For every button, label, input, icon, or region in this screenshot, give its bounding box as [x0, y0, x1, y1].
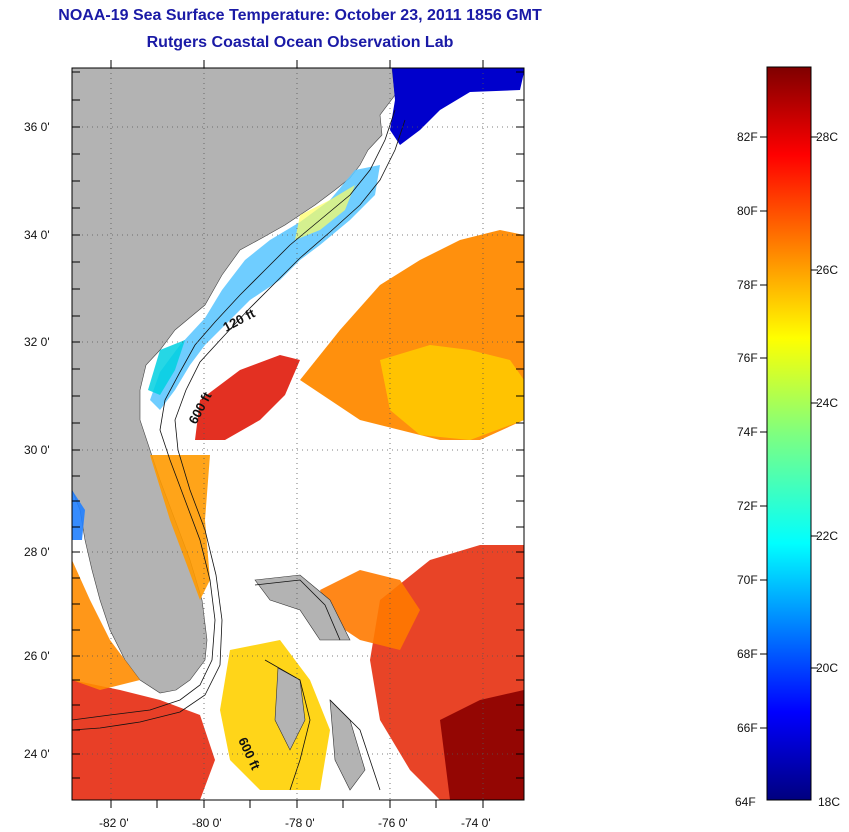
lon-label: -82 0'	[99, 816, 129, 830]
colorbar-c-label: 22C	[816, 529, 838, 543]
colorbar-f-label: 64F	[735, 795, 756, 809]
map-title-line2: Rutgers Coastal Ocean Observation Lab	[146, 34, 454, 51]
colorbar-c-label: 26C	[816, 263, 838, 277]
colorbar-f-label: 80F	[737, 204, 758, 218]
map-title-line1: NOAA-19 Sea Surface Temperature: October…	[58, 7, 542, 24]
sst-warm-region-2	[195, 355, 300, 440]
colorbar-f-label: 74F	[737, 425, 758, 439]
lon-label: -74 0'	[461, 816, 491, 830]
colorbar: 82F 80F 78F 76F 74F 72F 70F 68F 66F 64F …	[735, 66, 840, 809]
lon-label: -80 0'	[192, 816, 222, 830]
lat-label: 28 0'	[24, 545, 50, 559]
colorbar-c-label: 24C	[816, 396, 838, 410]
map-frame	[71, 67, 525, 801]
colorbar-f-label: 76F	[737, 351, 758, 365]
sst-yellow-band	[295, 185, 355, 240]
lat-label: 32 0'	[24, 335, 50, 349]
sst-warm-region-9	[72, 560, 140, 690]
colorbar-f-label: 82F	[737, 130, 758, 144]
axis-ticks	[72, 60, 524, 808]
lat-label: 30 0'	[24, 443, 50, 457]
colorbar-f-label: 78F	[737, 278, 758, 292]
colorbar-gradient	[766, 66, 812, 801]
colorbar-f-label: 68F	[737, 647, 758, 661]
sst-warm-region-8	[72, 680, 215, 800]
colorbar-c-label: 20C	[816, 661, 838, 675]
colorbar-f-label: 70F	[737, 573, 758, 587]
latitude-labels: 36 0' 34 0' 32 0' 30 0' 28 0' 26 0' 24 0…	[24, 120, 50, 761]
sst-cool-band	[148, 340, 185, 395]
colorbar-f-label: 66F	[737, 721, 758, 735]
lat-label: 24 0'	[24, 747, 50, 761]
sst-warm-region-4	[150, 455, 210, 600]
lon-label: -78 0'	[285, 816, 315, 830]
map-panel: 120 ft 600 ft 600 ft	[72, 68, 524, 800]
longitude-labels: -82 0' -80 0' -78 0' -76 0' -74 0'	[99, 816, 491, 830]
bathymetry-contours	[72, 109, 406, 791]
colorbar-f-label: 72F	[737, 499, 758, 513]
lat-label: 26 0'	[24, 649, 50, 663]
sst-cold-sound	[390, 68, 524, 145]
sst-dark-red-region	[440, 690, 524, 800]
colorbar-c-label: 28C	[816, 130, 838, 144]
grid-lines	[72, 68, 524, 800]
sst-warm-region-3	[380, 345, 524, 440]
lon-label: -76 0'	[378, 816, 408, 830]
lat-label: 34 0'	[24, 228, 50, 242]
colorbar-c-label: 18C	[818, 795, 840, 809]
lat-label: 36 0'	[24, 120, 50, 134]
